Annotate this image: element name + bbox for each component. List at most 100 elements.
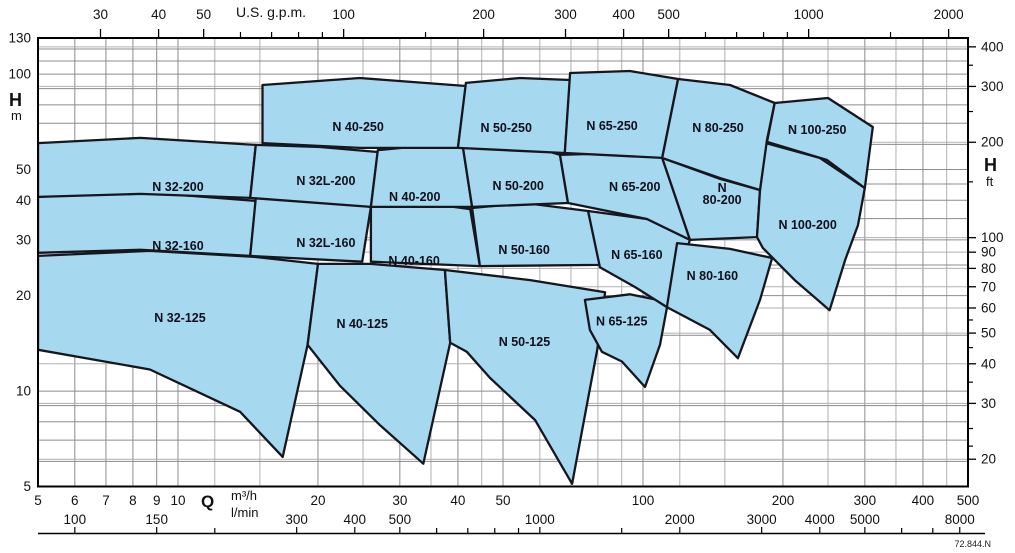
region-N-100-250[interactable] [765, 96, 874, 190]
svg-text:130: 130 [8, 31, 31, 46]
svg-text:5: 5 [34, 493, 42, 508]
region-N-50-125[interactable] [443, 268, 607, 485]
svg-text:400: 400 [344, 512, 367, 527]
svg-text:200: 200 [981, 135, 1004, 150]
svg-text:150: 150 [145, 512, 168, 527]
region-label-N-50-200: N 50-200 [492, 179, 543, 193]
region-labels: N 32-125 N 40-125 N 50-125 N 65-125 N 32-160… [152, 119, 846, 349]
svg-text:6: 6 [71, 493, 79, 508]
svg-text:2000: 2000 [665, 512, 695, 527]
svg-text:50: 50 [196, 7, 211, 22]
svg-text:100: 100 [981, 230, 1004, 245]
region-label-N-40-125: N 40-125 [336, 317, 387, 331]
region-label-N-50-125: N 50-125 [499, 335, 550, 349]
region-N-80-160[interactable] [665, 241, 774, 360]
region-label-N-50-160: N 50-160 [498, 243, 549, 257]
svg-text:300: 300 [554, 7, 577, 22]
region-label-N-32-160: N 32-160 [152, 239, 203, 253]
region-label-N-100-250: N 100-250 [788, 123, 846, 137]
svg-text:9: 9 [153, 493, 161, 508]
svg-text:100: 100 [632, 493, 655, 508]
svg-text:70: 70 [981, 279, 996, 294]
region-N-40-125[interactable] [306, 262, 452, 465]
svg-text:40: 40 [151, 7, 166, 22]
flow-axis-unit-m3h: m³/h [231, 488, 257, 503]
svg-text:200: 200 [472, 7, 495, 22]
svg-text:5: 5 [23, 479, 31, 494]
svg-text:500: 500 [389, 512, 412, 527]
svg-text:500: 500 [657, 7, 680, 22]
top-axis-gpm: 30 40 50 100 200 300 400 500 1000 2000 [93, 7, 964, 38]
flow-axis-symbol: Q [201, 492, 215, 511]
region-label-N-100-200: N 100-200 [778, 218, 836, 232]
svg-text:1000: 1000 [525, 512, 555, 527]
region-N-80-250[interactable] [661, 77, 776, 192]
plot-frame [37, 37, 969, 488]
region-label-N-32-125: N 32-125 [154, 311, 205, 325]
top-axis-unit-label: U.S. g.p.m. [236, 4, 307, 20]
svg-text:10: 10 [16, 384, 31, 399]
svg-text:90: 90 [981, 245, 996, 260]
svg-text:5000: 5000 [850, 512, 880, 527]
region-label-N-80-250: N 80-250 [692, 121, 743, 135]
bottom-axis-m3h: 5 6 7 8 9 10 20 30 40 50 100 200 300 400 500 [34, 493, 979, 508]
svg-text:50: 50 [495, 493, 510, 508]
region-N-32-200[interactable] [38, 136, 257, 200]
region-label-N-32L-200: N 32L-200 [296, 174, 355, 188]
region-label-N-32-200: N 32-200 [152, 180, 203, 194]
svg-text:400: 400 [912, 493, 935, 508]
svg-text:2000: 2000 [934, 7, 964, 22]
region-label-N-40-250: N 40-250 [332, 120, 383, 134]
svg-text:40: 40 [981, 356, 996, 371]
svg-text:400: 400 [981, 39, 1004, 54]
region-label-N-40-160: N 40-160 [388, 254, 439, 268]
svg-text:50: 50 [16, 162, 31, 177]
region-N-40-250[interactable] [261, 76, 468, 150]
svg-text:1000: 1000 [794, 7, 824, 22]
region-N-32L-160[interactable] [249, 196, 373, 263]
pump-regions [38, 69, 874, 485]
svg-text:300: 300 [981, 79, 1004, 94]
svg-text:100: 100 [64, 512, 87, 527]
region-label-N-65-125: N 65-125 [596, 314, 647, 328]
svg-text:60: 60 [981, 300, 996, 315]
svg-text:300: 300 [854, 493, 877, 508]
svg-text:40: 40 [450, 493, 465, 508]
bottom-axis-lmin: 100 150 300 400 500 1000 2000 3000 4000 5000 8000 [38, 512, 985, 535]
region-label-N-65-250: N 65-250 [586, 119, 637, 133]
region-label-N-40-200: N 40-200 [389, 190, 440, 204]
svg-text:400: 400 [612, 7, 635, 22]
svg-text:3000: 3000 [747, 512, 777, 527]
region-N-32-160[interactable] [38, 190, 257, 258]
svg-text:80: 80 [981, 261, 996, 276]
svg-text:100: 100 [332, 7, 355, 22]
region-label-N-80-200: N 80-200 [703, 181, 742, 207]
region-N-50-250[interactable] [456, 76, 572, 155]
region-label-N-32L-160: N 32L-160 [296, 236, 355, 250]
svg-text:30: 30 [981, 396, 996, 411]
svg-text:30: 30 [16, 232, 31, 247]
region-label-N-65-200: N 65-200 [609, 180, 660, 194]
svg-text:7: 7 [102, 493, 110, 508]
region-N-65-125[interactable] [583, 293, 670, 389]
svg-text:20: 20 [310, 493, 325, 508]
svg-text:100: 100 [8, 67, 31, 82]
left-axis-m: 130 100 50 40 30 20 10 5 [8, 31, 31, 495]
svg-text:10: 10 [170, 493, 185, 508]
flow-axis-unit-lmin: l/min [231, 505, 259, 520]
svg-text:500: 500 [957, 493, 980, 508]
region-label-N-80-160: N 80-160 [687, 269, 738, 283]
left-axis-symbol: H [9, 90, 22, 110]
svg-text:20: 20 [16, 288, 31, 303]
svg-text:30: 30 [392, 493, 407, 508]
right-axis-unit: ft [986, 174, 994, 189]
svg-text:4000: 4000 [805, 512, 835, 527]
region-N-65-250[interactable] [563, 69, 680, 160]
svg-text:20: 20 [981, 452, 996, 467]
svg-text:200: 200 [772, 493, 795, 508]
svg-text:40: 40 [16, 193, 31, 208]
right-axis-symbol: H [984, 155, 997, 175]
